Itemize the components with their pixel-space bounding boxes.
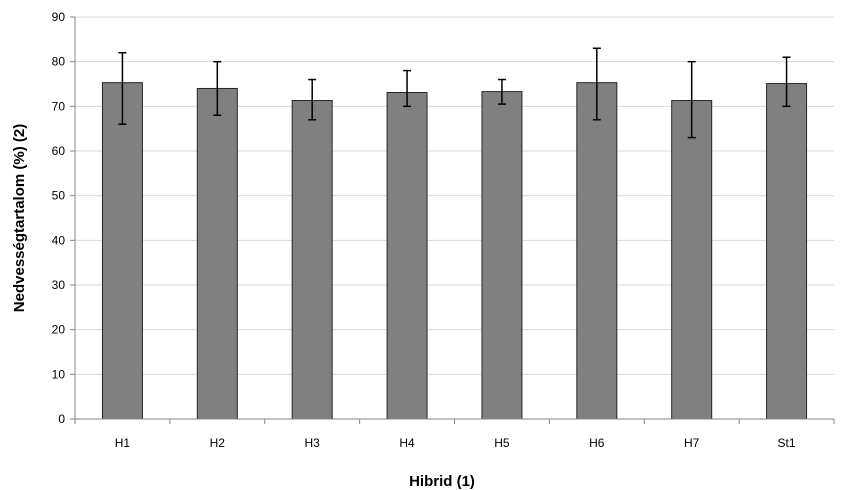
x-tick-labels: H1 H2 H3 H4 H5 H6 H7 St1	[115, 436, 796, 450]
bar	[576, 82, 618, 420]
y-axis-title: Nedvességtartalom (%) (2)	[11, 124, 28, 312]
y-tick-label: 90	[52, 10, 66, 24]
x-tick-label: H1	[115, 436, 131, 450]
x-tick-label: H7	[684, 436, 700, 450]
bar	[101, 82, 143, 420]
y-tick-label: 20	[52, 323, 66, 337]
x-tick-label: H6	[589, 436, 605, 450]
x-tick-label: H5	[494, 436, 510, 450]
y-tick-label: 10	[52, 367, 66, 381]
x-tick-label: H3	[305, 436, 321, 450]
bar	[196, 87, 238, 420]
y-tick-label: 60	[52, 144, 66, 158]
x-tick-label: H4	[399, 436, 415, 450]
bar	[386, 91, 428, 420]
y-tick-label: 30	[52, 278, 66, 292]
gridlines	[75, 16, 834, 375]
y-tick-label: 80	[52, 55, 66, 69]
axes	[70, 16, 835, 424]
error-bars	[118, 47, 791, 139]
y-tick-labels: 0 10 20 30 40 50 60 70 80 90	[52, 10, 66, 426]
bar	[291, 100, 333, 420]
y-tick-label: 40	[52, 233, 66, 247]
y-tick-label: 0	[58, 412, 65, 426]
y-tick-label: 70	[52, 99, 66, 113]
bar	[766, 83, 808, 420]
bars	[101, 82, 808, 420]
bar	[481, 91, 523, 420]
bar	[671, 100, 713, 420]
x-tick-label: H2	[210, 436, 226, 450]
x-axis-title: Hibrid (1)	[409, 473, 475, 490]
y-tick-label: 50	[52, 189, 66, 203]
x-tick-label: St1	[778, 436, 796, 450]
